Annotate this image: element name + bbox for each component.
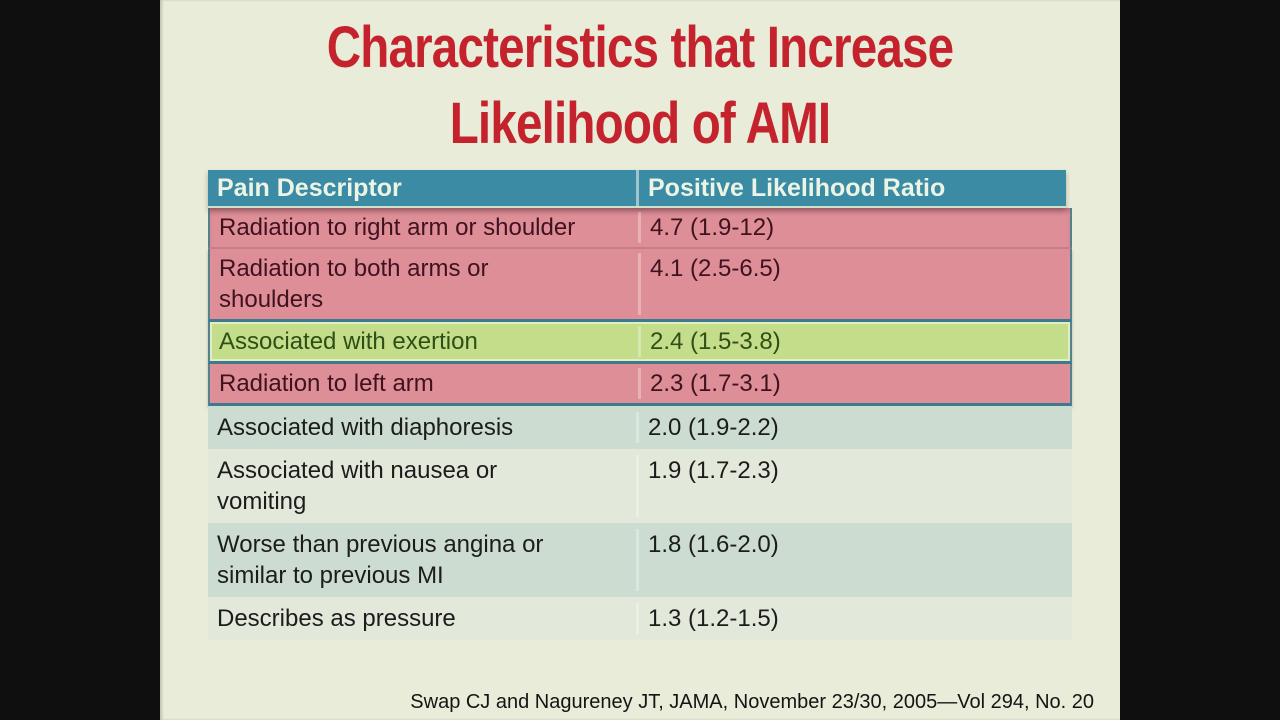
pain-descriptor-cell: Radiation to left arm xyxy=(210,368,641,399)
table-row: Radiation to both arms or shoulders 4.1 … xyxy=(208,249,1072,322)
table-row: Associated with exertion 2.4 (1.5-3.8) xyxy=(208,322,1072,364)
table-row: Radiation to left arm 2.3 (1.7-3.1) xyxy=(208,364,1072,406)
table-row: Radiation to right arm or shoulder 4.7 (… xyxy=(208,208,1072,249)
slide-title-line-2: Likelihood of AMI xyxy=(449,91,831,156)
table-row: Associated with nausea or vomiting 1.9 (… xyxy=(208,449,1072,523)
likelihood-ratio-cell: 2.3 (1.7-3.1) xyxy=(650,370,781,397)
likelihood-ratio-table: Pain Descriptor Positive Likelihood Rati… xyxy=(208,170,1072,640)
pain-descriptor-cell: Worse than previous angina or similar to… xyxy=(208,529,639,591)
slide-title-line-1: Characteristics that Increase xyxy=(326,15,954,80)
pain-descriptor-cell: Radiation to both arms or shoulders xyxy=(210,253,641,315)
likelihood-ratio-cell: 1.3 (1.2-1.5) xyxy=(648,605,779,632)
pain-descriptor-cell: Associated with diaphoresis xyxy=(208,412,639,443)
table-row: Describes as pressure 1.3 (1.2-1.5) xyxy=(208,597,1072,640)
table-row: Associated with diaphoresis 2.0 (1.9-2.2… xyxy=(208,406,1072,449)
pain-descriptor-cell: Associated with nausea or vomiting xyxy=(208,455,639,517)
citation-text: Swap CJ and Nagureney JT, JAMA, November… xyxy=(410,691,1094,713)
likelihood-ratio-cell: 1.9 (1.7-2.3) xyxy=(648,457,779,484)
pain-descriptor-cell: Describes as pressure xyxy=(208,603,639,634)
likelihood-ratio-cell: 1.8 (1.6-2.0) xyxy=(648,531,779,558)
slide-title: Characteristics that Increase Likelihood… xyxy=(160,0,1120,162)
pain-descriptor-cell: Associated with exertion xyxy=(210,326,641,357)
pain-descriptor-cell: Radiation to right arm or shoulder xyxy=(210,212,641,243)
table-row: Worse than previous angina or similar to… xyxy=(208,523,1072,597)
likelihood-ratio-cell: 2.0 (1.9-2.2) xyxy=(648,414,779,441)
table-body: Radiation to right arm or shoulder 4.7 (… xyxy=(208,208,1072,640)
table-header-row: Pain Descriptor Positive Likelihood Rati… xyxy=(208,170,1066,208)
likelihood-ratio-cell: 4.7 (1.9-12) xyxy=(650,214,775,241)
likelihood-ratio-cell: 2.4 (1.5-3.8) xyxy=(650,328,781,355)
column-header-positive-likelihood-ratio: Positive Likelihood Ratio xyxy=(648,173,946,202)
likelihood-ratio-cell: 4.1 (2.5-6.5) xyxy=(650,255,781,282)
presentation-slide: Characteristics that Increase Likelihood… xyxy=(160,0,1120,720)
column-header-pain-descriptor: Pain Descriptor xyxy=(208,170,639,206)
